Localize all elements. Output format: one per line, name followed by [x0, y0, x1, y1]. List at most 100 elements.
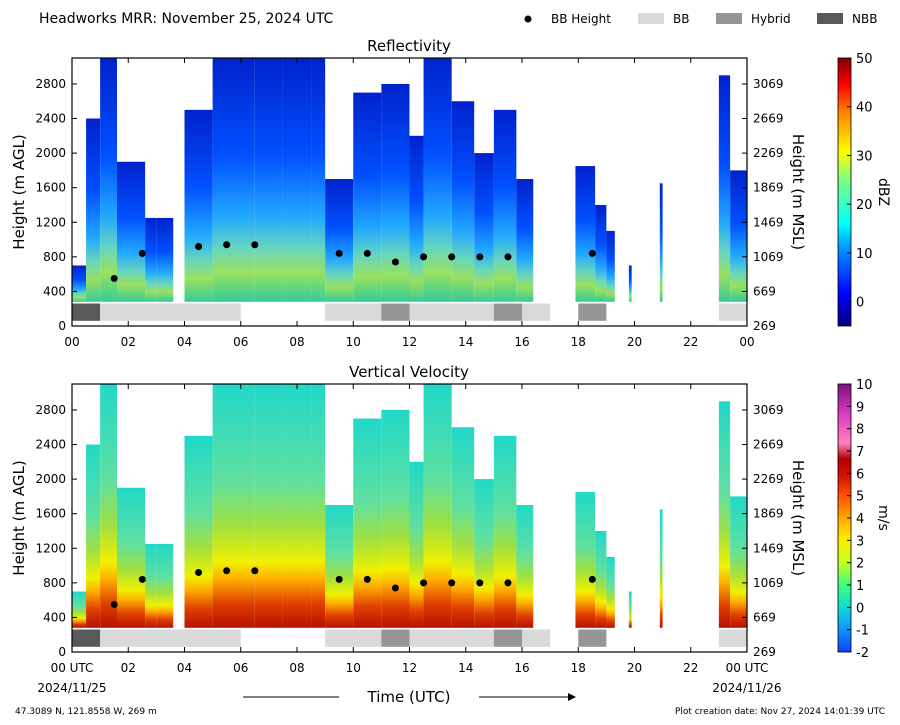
y2-tick-label: 2269	[753, 472, 784, 486]
bb-height-point	[110, 600, 118, 608]
bb-height-point	[504, 579, 512, 587]
echo-column	[628, 591, 632, 628]
x-tick-label: 02	[121, 335, 136, 349]
echo-column	[282, 58, 312, 302]
x-tick-label: 16	[514, 335, 529, 349]
echo-column	[100, 384, 117, 628]
x-tick-label: 14	[458, 661, 473, 675]
bb-class-segment	[72, 303, 101, 321]
x-tick-label: 06	[233, 661, 248, 675]
bb-height-point	[448, 579, 456, 587]
colorbar-tick-label: 10	[856, 247, 873, 262]
echo-column	[86, 444, 101, 628]
echo-column	[493, 435, 517, 628]
bb-height-point	[138, 575, 146, 583]
legend-bb-swatch	[638, 13, 664, 24]
bb-class-segment	[100, 629, 241, 647]
y-tick-label: 0	[58, 319, 66, 333]
y-tick-label: 1200	[35, 215, 66, 229]
echo-column	[451, 101, 475, 302]
x-tick-label: 04	[177, 661, 192, 675]
bb-height-point	[195, 568, 203, 576]
x-tick-label: 00 UTC	[726, 661, 769, 675]
date-end-label: 2024/11/26	[712, 681, 781, 695]
bb-class-segment	[325, 629, 382, 647]
echo-column	[282, 384, 312, 628]
y-tick-label: 800	[43, 576, 66, 590]
echo-column	[595, 530, 607, 628]
bb-height-point	[195, 242, 203, 250]
legend-bb-height-dot	[524, 15, 532, 23]
colorbar-tick-label: 4	[856, 512, 864, 527]
y2-tick-label: 269	[753, 319, 776, 333]
y-tick-label: 2800	[35, 77, 66, 91]
bb-height-point	[363, 575, 371, 583]
bb-height-point	[335, 249, 343, 257]
echo-column	[730, 170, 747, 302]
echo-column	[516, 179, 534, 302]
y2-tick-label: 1469	[753, 215, 784, 229]
x-tick-label: 08	[289, 661, 304, 675]
bb-height-point	[223, 241, 231, 249]
y2-tick-label: 3069	[753, 403, 784, 417]
bb-class-segment	[522, 629, 551, 647]
y2-tick-label: 1869	[753, 507, 784, 521]
echo-column	[72, 265, 87, 302]
colorbar1-ticks: 0 10 20 30 40 50	[847, 52, 873, 311]
colorbar-tick-label: 5	[856, 490, 864, 505]
x-tick-label: 00 UTC	[51, 661, 94, 675]
y-tick-label: 2400	[35, 112, 66, 126]
bb-height-point	[223, 567, 231, 575]
echo-column	[595, 204, 607, 302]
bb-height-point	[476, 253, 484, 261]
bb-class-segment	[493, 303, 522, 321]
y-tick-label: 2000	[35, 146, 66, 160]
y-tick-label: 1600	[35, 507, 66, 521]
colorbar-tick-label: 30	[856, 149, 873, 164]
echo-column	[718, 401, 731, 628]
legend-bb-height-label: BB Height	[551, 12, 611, 26]
bb-class-segment	[493, 629, 522, 647]
echo-column	[145, 217, 157, 302]
x-tick-label: 10	[346, 661, 361, 675]
echo-column	[718, 75, 731, 302]
echo-column	[409, 135, 424, 302]
y2-tick-label: 1869	[753, 181, 784, 195]
colorbar-tick-label: 6	[856, 467, 864, 482]
colorbar-tick-label: 3	[856, 534, 864, 549]
x-tick-label: 20	[627, 661, 642, 675]
bb-class-segment	[578, 303, 607, 321]
legend-hybrid-swatch	[716, 13, 742, 24]
y2-tick-label: 269	[753, 645, 776, 659]
echo-column	[212, 384, 255, 628]
panel1-title: Reflectivity	[367, 37, 451, 55]
bb-class-segment	[718, 629, 747, 647]
echo-column	[516, 505, 534, 628]
bb-height-point	[138, 249, 146, 257]
time-arrow-head-icon	[568, 693, 576, 701]
echo-column	[325, 505, 354, 628]
y2-tick-label: 2669	[753, 112, 784, 126]
y-tick-label: 400	[43, 284, 66, 298]
y-tick-label: 2400	[35, 438, 66, 452]
x-tick-label: 00	[739, 335, 754, 349]
bb-height-point	[391, 258, 399, 266]
y2-tick-label: 1469	[753, 541, 784, 555]
panel1-plot-area	[72, 58, 747, 321]
echo-column	[423, 384, 452, 628]
panel2-plot-area	[72, 384, 747, 647]
panel2-y2label: Height (m MSL)	[789, 460, 807, 576]
echo-column	[628, 265, 632, 302]
colorbar-tick-label: -1	[856, 624, 869, 639]
y2-tick-label: 1069	[753, 576, 784, 590]
bb-class-segment	[578, 629, 607, 647]
echo-column	[156, 543, 174, 628]
colorbar1-label: dBZ	[875, 178, 891, 206]
bb-class-segment	[522, 303, 551, 321]
bb-height-point	[363, 249, 371, 257]
echo-column	[254, 58, 283, 302]
bb-height-point	[588, 249, 596, 257]
x-tick-label: 04	[177, 335, 192, 349]
